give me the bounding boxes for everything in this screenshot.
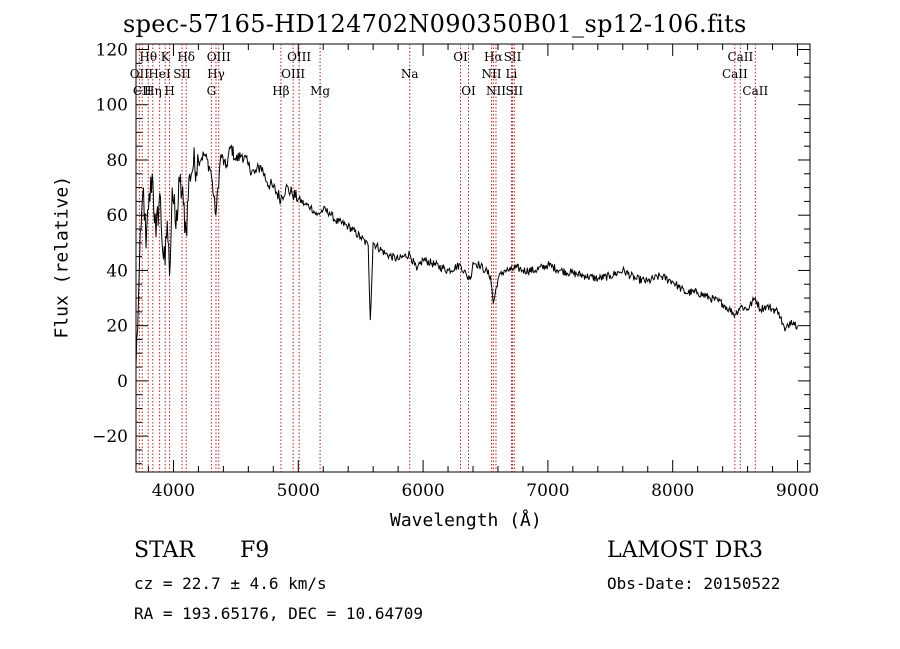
spectral-line-label: CaII [722,67,748,81]
spectral-line-label: Hγ [207,67,225,81]
observation-date: Obs-Date: 20150522 [607,574,781,593]
object-class: STAR [134,538,195,563]
flux-series-line [135,144,798,368]
object-subclass: F9 [240,538,270,563]
y-tick-label: 40 [106,261,128,281]
spectral-line-label: OI [453,50,468,64]
y-axis-label: Flux (relative) [51,175,73,339]
spectral-line-label: Na [401,67,419,81]
x-tick-label: 4000 [152,481,195,501]
spectral-line-label: OI [461,84,476,98]
spectral-line-label: CII [133,84,152,98]
x-tick-label: 8000 [651,481,694,501]
ra-dec-coordinates: RA = 193.65176, DEC = 10.64709 [134,604,423,623]
plot-frame [135,43,811,473]
spectral-line-label: OIII [281,67,305,81]
y-tick-label: 80 [106,151,128,171]
x-tick-label: 6000 [401,481,444,501]
survey-name: LAMOST DR3 [607,538,763,563]
y-tick-label: 120 [96,41,128,61]
spectral-line-label: NII [481,67,501,81]
spectral-line-label: NII [486,84,506,98]
spectral-line-label: SII [173,67,191,81]
spectral-line-label: OII [130,67,150,81]
y-tick-label: 0 [117,372,128,392]
spectral-line-label: Mg [310,84,330,98]
redshift-cz: cz = 22.7 ± 4.6 km/s [134,574,327,593]
spectral-line-label: G [207,84,217,98]
y-tick-label: 100 [96,96,128,116]
spectral-line-label: K [161,50,171,64]
spectral-line-label: Hη [144,84,162,98]
x-tick-label: 9000 [776,481,819,501]
y-tick-label: −20 [92,427,128,447]
spectral-line-label: CaII [727,50,753,64]
spectral-line-label: SII [504,50,522,64]
spectral-line-label: Hβ [272,84,289,98]
spectral-line-label: H [164,84,174,98]
y-tick-label: 20 [106,317,128,337]
y-tick-label: 60 [106,206,128,226]
spectral-line-label: OIII [207,50,231,64]
spectral-line-label: OIII [287,50,311,64]
spectral-line-label: Li [506,67,518,81]
spectral-line-label: Hθ [139,50,157,64]
x-tick-label: 7000 [526,481,569,501]
x-axis-label: Wavelength (Å) [390,510,542,531]
chart-title: spec-57165-HD124702N090350B01_sp12-106.f… [123,10,747,38]
x-tick-label: 5000 [277,481,320,501]
plot-area: 4000 5000 6000 7000 8000 9000 −20 0 20 40 60 80 100 1… [92,41,819,501]
spectral-line-label: Hα [484,50,503,64]
spectral-line-label: SII [505,84,523,98]
spectral-line-label: HeI [148,67,171,81]
spectral-line-label: Hδ [177,50,195,64]
spectral-line-label: CaII [742,84,768,98]
